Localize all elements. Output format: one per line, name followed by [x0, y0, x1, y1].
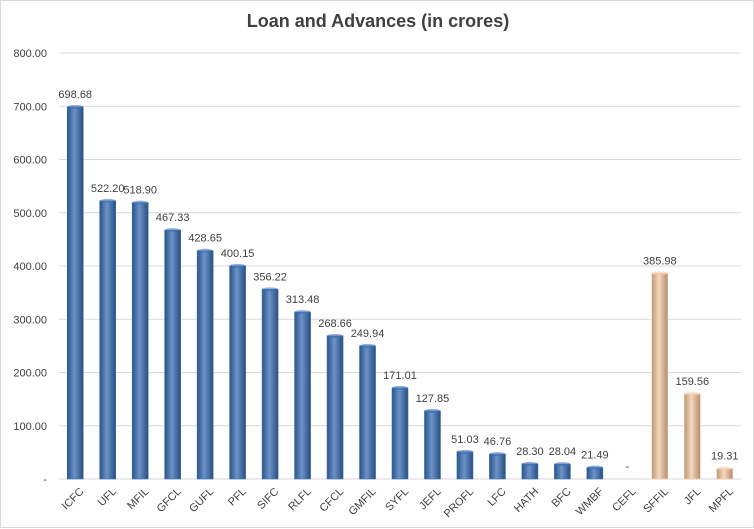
bar-top: [132, 200, 149, 205]
bar-top: [99, 198, 116, 203]
bar-top: [262, 287, 279, 292]
bar: [261, 289, 279, 480]
bar-top: [229, 263, 246, 268]
bar: [489, 453, 506, 480]
x-category-label: LFC: [485, 486, 508, 509]
y-tick-label: 700.00: [13, 101, 47, 113]
bar-top: [554, 462, 571, 467]
bar: [683, 393, 701, 480]
x-category-label: SIFC: [255, 486, 281, 512]
bar: [196, 250, 214, 480]
bar-top: [456, 449, 473, 454]
y-tick-label: 300.00: [13, 314, 47, 326]
y-axis-ticks: - 100.00 200.00 300.00 400.00 500.00 600.00 700…: [13, 48, 47, 486]
x-category-label: HATH: [512, 486, 541, 515]
data-label: -: [625, 461, 629, 473]
data-label: 467.33: [156, 212, 190, 224]
data-label: 428.65: [188, 233, 222, 245]
x-category-label: SYFL: [383, 486, 411, 514]
bar: [294, 311, 311, 480]
bar-top: [327, 333, 344, 338]
x-category-label: JFL: [682, 486, 703, 507]
x-category-label: JEFL: [417, 486, 444, 513]
data-label: 518.90: [123, 185, 157, 197]
y-tick-label: 200.00: [13, 368, 47, 380]
data-label: 385.98: [643, 255, 677, 267]
bar: [424, 410, 441, 480]
data-label: 159.56: [675, 376, 709, 388]
y-tick-label: 400.00: [13, 261, 47, 273]
bar-top: [489, 452, 506, 457]
y-tick-label: 100.00: [13, 421, 47, 433]
bar: [131, 202, 149, 480]
bars: [66, 104, 734, 480]
x-category-label: MPFL: [707, 486, 736, 515]
x-axis-categories: ICFC UFL MFIL GFCL GUFL PFL SIFC RLFL CFCL GMFIL S…: [60, 486, 736, 521]
x-category-label: WMBF: [574, 486, 606, 518]
data-label: 268.66: [318, 318, 352, 330]
bar-top: [521, 461, 538, 466]
bar-top: [294, 310, 311, 315]
x-category-label: GMFIL: [346, 486, 378, 518]
x-category-label: GFCL: [155, 486, 184, 515]
y-tick-label: 500.00: [13, 208, 47, 220]
bar-top: [651, 271, 668, 276]
data-label: 171.01: [383, 370, 417, 382]
data-label: 698.68: [58, 89, 92, 101]
y-tick-label: 800.00: [13, 48, 47, 60]
y-tick-label: -: [43, 474, 47, 486]
bar: [456, 451, 474, 480]
bar: [99, 200, 117, 480]
bar-top: [586, 465, 603, 470]
x-category-label: RLFL: [286, 486, 314, 514]
bar: [326, 335, 344, 480]
data-label: 400.15: [221, 248, 255, 260]
x-category-label: CEFL: [610, 486, 638, 514]
bar-top: [164, 228, 181, 233]
bar: [651, 273, 669, 480]
bar: [554, 463, 571, 480]
data-label: 28.30: [516, 446, 544, 458]
x-category-label: PFL: [226, 486, 249, 509]
x-category-label: GUFL: [187, 486, 216, 515]
bar-top: [716, 466, 733, 471]
bar: [229, 265, 246, 480]
data-label: 522.20: [91, 183, 125, 195]
bar-top: [424, 408, 441, 413]
data-label: 127.85: [416, 393, 450, 405]
x-category-label: CFCL: [317, 486, 346, 515]
bar: [359, 345, 376, 480]
data-label: 249.94: [351, 328, 385, 340]
bar: [66, 106, 84, 480]
data-label: 28.04: [549, 446, 577, 458]
data-label: 19.31: [711, 451, 739, 463]
y-tick-label: 600.00: [13, 155, 47, 167]
bar-top: [684, 392, 701, 397]
x-category-label: ICFC: [60, 486, 87, 513]
data-label: 313.48: [286, 294, 320, 306]
x-category-label: MFIL: [125, 486, 151, 512]
data-label: 46.76: [484, 436, 512, 448]
x-category-label: SFFIL: [641, 486, 671, 516]
bar: [164, 229, 181, 480]
x-category-label: PROFL: [442, 486, 476, 520]
bar-top: [197, 248, 214, 253]
data-label: 356.22: [253, 271, 287, 283]
bar-top: [67, 104, 84, 109]
data-label: 51.03: [451, 434, 479, 446]
data-label: 21.49: [581, 450, 609, 462]
bar-top: [392, 385, 408, 390]
x-category-label: UFL: [96, 486, 119, 509]
bar: [391, 387, 409, 480]
bar: [521, 463, 539, 480]
x-category-label: BFC: [550, 486, 574, 510]
chart-title: Loan and Advances (in crores): [246, 11, 510, 31]
bar-top: [359, 343, 376, 348]
